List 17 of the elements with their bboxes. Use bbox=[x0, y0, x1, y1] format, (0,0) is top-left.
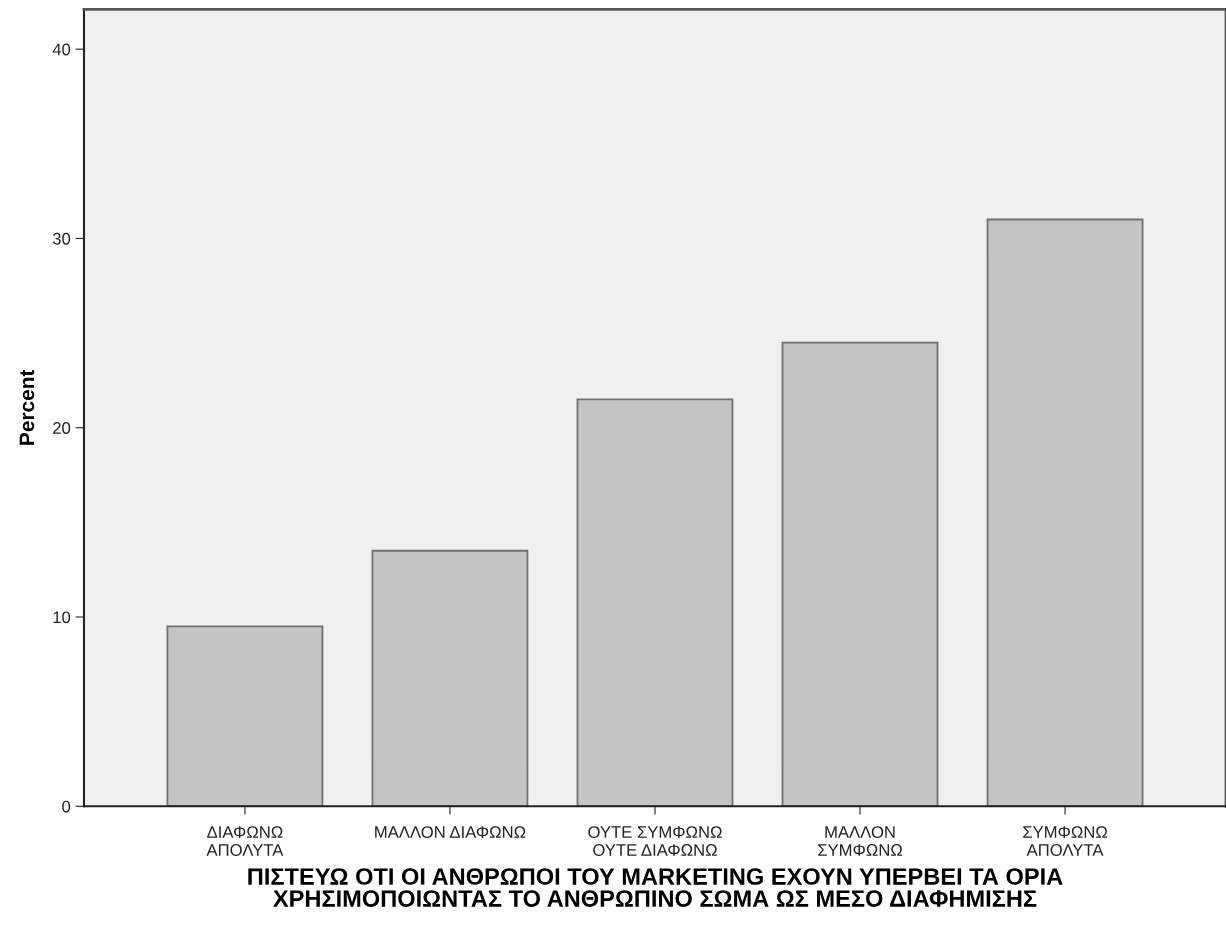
x-tick-label: ΣΥΜΦΩΝΩ ΑΠΟΛΥΤΑ bbox=[1023, 826, 1108, 856]
x-tick-label: ΜΑΛΛΟΝ ΣΥΜΦΩΝΩ bbox=[818, 826, 903, 856]
bar bbox=[371, 549, 529, 807]
bar bbox=[576, 398, 734, 807]
bar bbox=[986, 218, 1144, 807]
y-tick-label: 0 bbox=[62, 800, 71, 813]
y-tick-label: 20 bbox=[53, 422, 71, 434]
y-tick-label: 10 bbox=[53, 611, 71, 624]
x-axis-title: ΠΙΣΤΕΥΩ ΟΤΙ ΟΙ ΑΝΘΡΩΠΟΙ ΤΟΥ MARKETING ΕΧΟΥΝ ΥΠΕΡΒΕΙ ΤΑ ΟΡΙΑ ΧΡΗΣΙΜΟΠΟΙΩΝΤΑΣ ΤΟ ΑΝΘΡΩΠΙΝΟ ΣΩΜΑ ΩΣ ΜΕΣΟ ΔΙΑΦΗΜΙΣΗΣ bbox=[248, 868, 1063, 907]
y-axis-title: Percent bbox=[19, 369, 35, 445]
bar bbox=[781, 341, 939, 807]
x-tick-label: ΔΙΑΦΩΝΩ ΑΠΟΛΥΤΑ bbox=[206, 826, 284, 856]
bar bbox=[166, 625, 324, 807]
y-tick-label: 30 bbox=[52, 232, 71, 245]
x-tick-label: ΟΥΤΕ ΣΥΜΦΩΝΩ ΟΥΤΕ ΔΙΑΦΩΝΩ bbox=[588, 826, 722, 856]
x-tick-label: ΜΑΛΛΟΝ ΔΙΑΦΩΝΩ bbox=[375, 826, 526, 838]
y-tick-label: 40 bbox=[52, 43, 71, 56]
